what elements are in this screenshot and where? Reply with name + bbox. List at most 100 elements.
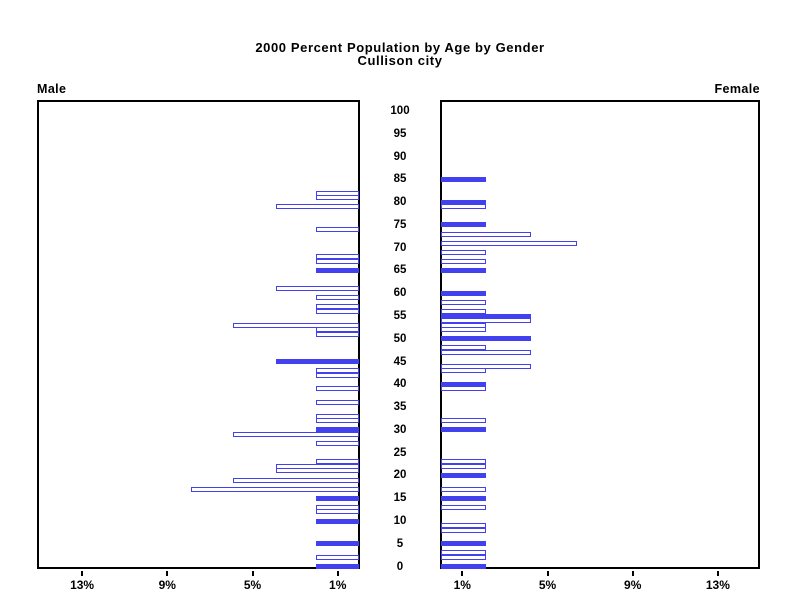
age-axis-label-25: 25	[393, 446, 407, 459]
male-axis-tick-5	[251, 571, 254, 576]
female-bar-age-13	[441, 504, 486, 510]
male-panel	[37, 100, 360, 569]
male-bar-age-36	[316, 400, 359, 405]
male-axis-tick-label-13: 13%	[70, 578, 95, 592]
female-bar-age-54	[441, 318, 531, 323]
female-bar-age-43	[441, 368, 486, 374]
female-bar-age-30	[441, 427, 486, 433]
female-bar-age-32	[441, 418, 486, 424]
chart-title: 2000 Percent Population by Age by Gender…	[0, 41, 800, 67]
male-bar-age-65	[316, 267, 359, 273]
age-axis-label-5: 5	[396, 537, 404, 550]
male-bar-age-67	[316, 258, 359, 264]
male-bar-age-2	[316, 554, 359, 560]
age-axis-label-80: 80	[393, 196, 407, 209]
male-axis-tick-label-1: 1%	[329, 578, 347, 592]
male-bar-age-0	[316, 564, 359, 569]
female-bar-age-75	[441, 222, 486, 228]
male-bar-age-51	[316, 331, 359, 337]
female-bar-age-0	[441, 564, 486, 569]
male-bar-age-15	[316, 495, 359, 501]
female-axis-tick-label-5: 5%	[538, 578, 557, 592]
female-bar-age-58	[441, 299, 486, 305]
male-bar-age-81	[316, 195, 359, 200]
age-axis-label-100: 100	[390, 105, 410, 117]
chart-title-line1: 2000 Percent Population by Age by Gender	[255, 40, 545, 55]
female-bar-age-15	[441, 495, 486, 501]
male-bar-age-42	[316, 372, 359, 378]
female-bar-age-79	[441, 204, 486, 210]
male-bar-age-79	[275, 204, 359, 210]
age-axis-label-85: 85	[393, 173, 407, 186]
male-bar-age-43	[316, 368, 359, 374]
chart-title-line2: Cullison city	[357, 53, 443, 68]
female-bar-age-67	[441, 258, 486, 264]
age-axis-label-70: 70	[393, 241, 407, 254]
male-bar-age-27	[316, 441, 359, 446]
female-bar-age-52	[441, 327, 486, 333]
age-axis-label-30: 30	[393, 423, 407, 436]
age-axis-label-15: 15	[393, 492, 407, 505]
female-axis-tick-1	[461, 571, 464, 576]
male-bar-age-59	[316, 295, 359, 301]
male-axis-tick-label-9: 9%	[158, 578, 176, 592]
male-bar-age-53	[233, 322, 359, 328]
male-bar-age-5	[316, 541, 359, 547]
male-bar-age-52	[316, 327, 359, 333]
female-bar-age-50	[441, 336, 531, 342]
female-bar-age-3	[441, 550, 486, 556]
age-axis-label-10: 10	[393, 515, 407, 527]
female-bar-age-20	[441, 472, 486, 478]
female-axis-tick-label-13: 13%	[705, 578, 730, 592]
male-bar-age-61	[275, 286, 359, 292]
female-bar-age-40	[441, 381, 486, 387]
female-panel	[440, 100, 760, 569]
female-axis-tick-label-1: 1%	[453, 578, 471, 592]
male-bar-age-10	[316, 518, 359, 524]
age-axis-label-60: 60	[393, 287, 407, 300]
female-axis-tick-9	[631, 571, 634, 576]
male-bar-age-19	[233, 477, 359, 483]
female-bar-age-23	[441, 459, 486, 465]
female-bar-age-17	[441, 486, 486, 492]
female-bar-age-8	[441, 527, 486, 533]
male-axis-tick-label-5: 5%	[243, 578, 262, 592]
female-bar-age-39	[441, 386, 486, 392]
age-axis-label-20: 20	[393, 469, 407, 482]
age-axis-label-75: 75	[393, 218, 407, 231]
male-axis-tick-13	[81, 571, 84, 576]
female-bar-age-65	[441, 267, 486, 273]
male-bar-age-12	[316, 509, 359, 515]
male-bar-age-29	[233, 431, 359, 437]
male-bar-age-23	[316, 459, 359, 465]
age-axis-label-55: 55	[393, 310, 407, 322]
female-bar-age-2	[441, 554, 486, 560]
age-axis-label-95: 95	[393, 127, 407, 140]
female-bar-age-60	[441, 290, 486, 296]
female-bar-age-44	[441, 363, 531, 369]
male-axis-tick-1	[336, 571, 339, 576]
female-bar-age-47	[441, 349, 531, 355]
male-bar-age-17	[190, 486, 359, 492]
female-axis-tick-13	[716, 571, 719, 576]
female-bar-age-9	[441, 523, 486, 528]
male-panel-label: Male	[37, 82, 67, 96]
male-bar-age-74	[316, 226, 359, 232]
male-bar-age-56	[316, 308, 359, 314]
age-axis-label-50: 50	[393, 332, 407, 345]
female-bar-age-73	[441, 231, 531, 237]
age-axis-label-65: 65	[393, 264, 407, 277]
male-bar-age-21	[275, 468, 359, 474]
female-bar-age-69	[441, 249, 486, 255]
female-bar-age-56	[441, 308, 486, 314]
female-bar-age-5	[441, 541, 486, 547]
female-axis-tick-5	[546, 571, 549, 576]
female-panel-label: Female	[714, 82, 760, 96]
female-bar-age-71	[441, 240, 578, 246]
age-axis-label-35: 35	[393, 401, 407, 414]
female-bar-age-80	[441, 199, 486, 205]
male-bar-age-39	[316, 386, 359, 392]
age-axis-label-90: 90	[393, 150, 407, 163]
male-axis-tick-9	[166, 571, 169, 576]
